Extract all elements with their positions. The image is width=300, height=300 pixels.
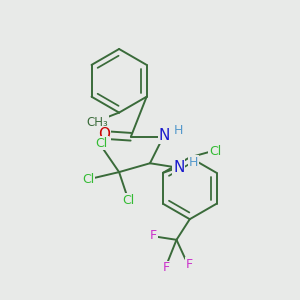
- Text: N: N: [173, 160, 184, 175]
- Text: N: N: [158, 128, 170, 143]
- Text: CH₃: CH₃: [86, 116, 108, 129]
- Text: O: O: [98, 127, 110, 142]
- Text: H: H: [189, 156, 198, 169]
- Text: Cl: Cl: [122, 194, 134, 207]
- Text: F: F: [186, 258, 193, 271]
- Text: F: F: [163, 261, 170, 274]
- Text: Cl: Cl: [209, 145, 221, 158]
- Text: Cl: Cl: [96, 137, 108, 150]
- Text: F: F: [150, 230, 157, 242]
- Text: Cl: Cl: [82, 173, 94, 186]
- Text: H: H: [174, 124, 183, 137]
